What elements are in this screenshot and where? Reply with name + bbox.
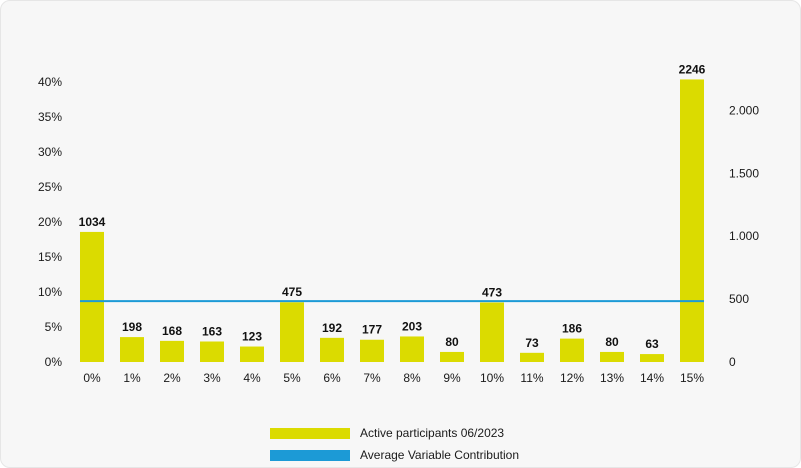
data-label: 80 xyxy=(445,335,459,349)
bar xyxy=(520,352,544,362)
bar xyxy=(320,337,344,362)
data-label: 168 xyxy=(162,324,182,338)
category-tick: 15% xyxy=(680,371,704,385)
data-label: 123 xyxy=(242,330,262,344)
bar xyxy=(440,351,464,362)
category-tick: 6% xyxy=(323,371,341,385)
right-axis-tick: 500 xyxy=(729,292,749,306)
data-label: 73 xyxy=(525,336,539,350)
left-axis-tick: 30% xyxy=(38,145,62,159)
left-axis-tick: 20% xyxy=(38,215,62,229)
data-label: 1034 xyxy=(79,215,106,229)
legend: Active participants 06/2023 Average Vari… xyxy=(270,422,519,466)
category-tick: 9% xyxy=(443,371,461,385)
legend-label-bars: Active participants 06/2023 xyxy=(360,426,505,440)
left-axis-tick: 35% xyxy=(38,110,62,124)
legend-item-line: Average Variable Contribution xyxy=(270,444,519,466)
legend-swatch-bars xyxy=(270,427,350,439)
right-axis-tick: 0 xyxy=(729,355,736,369)
bar xyxy=(640,354,664,362)
legend-swatch-line xyxy=(270,449,350,461)
category-tick: 12% xyxy=(560,371,584,385)
bar xyxy=(280,302,304,362)
left-axis-tick: 25% xyxy=(38,180,62,194)
right-axis-tick: 2.000 xyxy=(729,103,759,117)
category-tick: 13% xyxy=(600,371,624,385)
data-label: 475 xyxy=(282,285,302,299)
category-tick: 8% xyxy=(403,371,421,385)
bar xyxy=(240,346,264,362)
data-label: 177 xyxy=(362,323,382,337)
data-label: 198 xyxy=(122,320,142,334)
bar xyxy=(120,337,144,362)
left-axis-tick: 40% xyxy=(38,75,62,89)
category-tick: 7% xyxy=(363,371,381,385)
data-label: 186 xyxy=(562,322,582,336)
data-label: 63 xyxy=(645,337,659,351)
category-tick: 4% xyxy=(243,371,261,385)
data-label: 80 xyxy=(605,335,619,349)
bar xyxy=(680,79,704,363)
category-tick: 3% xyxy=(203,371,221,385)
left-axis-tick: 5% xyxy=(45,320,63,334)
bar xyxy=(360,339,384,362)
category-tick: 10% xyxy=(480,371,504,385)
legend-label-line: Average Variable Contribution xyxy=(360,448,519,462)
right-axis-tick: 1.500 xyxy=(729,166,759,180)
category-tick: 11% xyxy=(520,371,543,385)
bar xyxy=(400,336,424,362)
category-tick: 5% xyxy=(283,371,301,385)
left-axis-tick: 15% xyxy=(38,250,62,264)
bar xyxy=(200,341,224,362)
data-label: 203 xyxy=(402,319,422,333)
left-axis-tick: 0% xyxy=(45,355,63,369)
bar xyxy=(600,351,624,362)
category-tick: 2% xyxy=(163,371,181,385)
bar xyxy=(560,338,584,362)
data-label: 163 xyxy=(202,324,222,338)
data-label: 192 xyxy=(322,321,342,335)
category-tick: 0% xyxy=(83,371,101,385)
bar xyxy=(80,231,104,362)
legend-item-bars: Active participants 06/2023 xyxy=(270,422,519,444)
category-tick: 1% xyxy=(123,371,141,385)
data-label: 2246 xyxy=(679,62,706,76)
bar xyxy=(160,340,184,362)
left-axis-tick: 10% xyxy=(38,285,62,299)
category-tick: 14% xyxy=(640,371,664,385)
right-axis-tick: 1.000 xyxy=(729,229,759,243)
data-label: 473 xyxy=(482,285,502,299)
bar xyxy=(480,302,504,362)
